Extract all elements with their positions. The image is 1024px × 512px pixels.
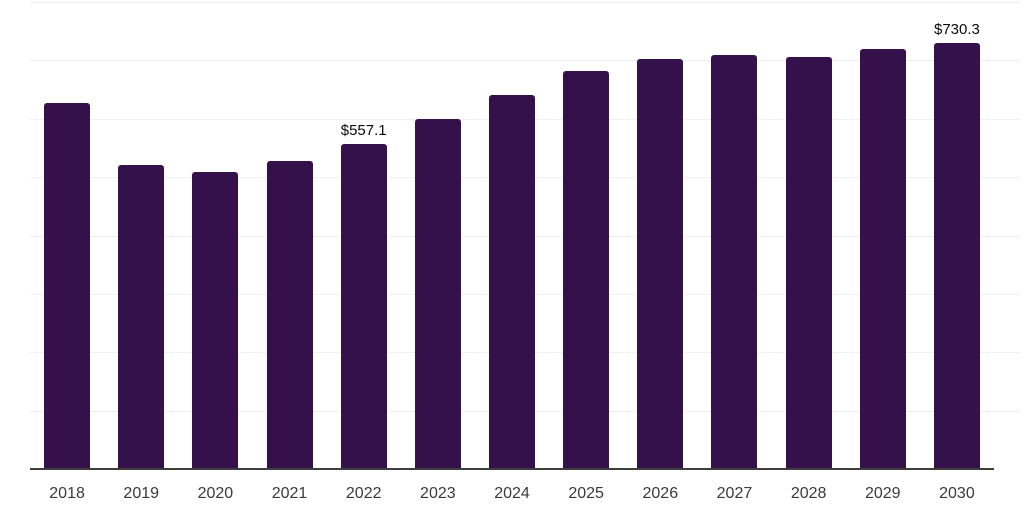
x-tick-label-2021: 2021 xyxy=(271,485,308,502)
x-tick-label-2027: 2027 xyxy=(716,485,753,502)
bar-2024 xyxy=(489,95,535,469)
bar-2018 xyxy=(44,102,91,469)
x-tick-label-2026: 2026 xyxy=(642,485,679,502)
bar-2020 xyxy=(192,172,239,469)
x-tick-label-2020: 2020 xyxy=(197,485,234,502)
bar-2022 xyxy=(340,143,387,469)
x-tick-label-2019: 2019 xyxy=(123,485,160,502)
x-tick-label-2025: 2025 xyxy=(568,485,604,502)
x-tick-label-2023: 2023 xyxy=(420,485,456,502)
data-label-2030: $730.3 xyxy=(933,20,980,38)
data-label-2022: $557.1 xyxy=(340,121,387,139)
x-tick-label-2030: 2030 xyxy=(939,485,975,502)
bar-2027 xyxy=(711,54,758,469)
x-tick-label-2018: 2018 xyxy=(49,485,85,502)
bar-2021 xyxy=(266,160,313,469)
bar-2026 xyxy=(637,59,684,469)
x-tick-label-2024: 2024 xyxy=(494,485,530,502)
gridline-700 xyxy=(30,60,1020,62)
bar-2029 xyxy=(859,49,906,469)
x-tick-label-2029: 2029 xyxy=(864,485,901,502)
bar-2028 xyxy=(785,56,832,469)
bar-2025 xyxy=(563,71,610,469)
bar-2030 xyxy=(933,42,980,469)
x-tick-label-2022: 2022 xyxy=(345,485,382,502)
x-tick-label-2028: 2028 xyxy=(790,485,827,502)
x-axis-line xyxy=(30,468,994,470)
bar-2023 xyxy=(414,119,461,469)
gridline-800 xyxy=(30,2,1020,3)
bar-2019 xyxy=(118,164,165,469)
